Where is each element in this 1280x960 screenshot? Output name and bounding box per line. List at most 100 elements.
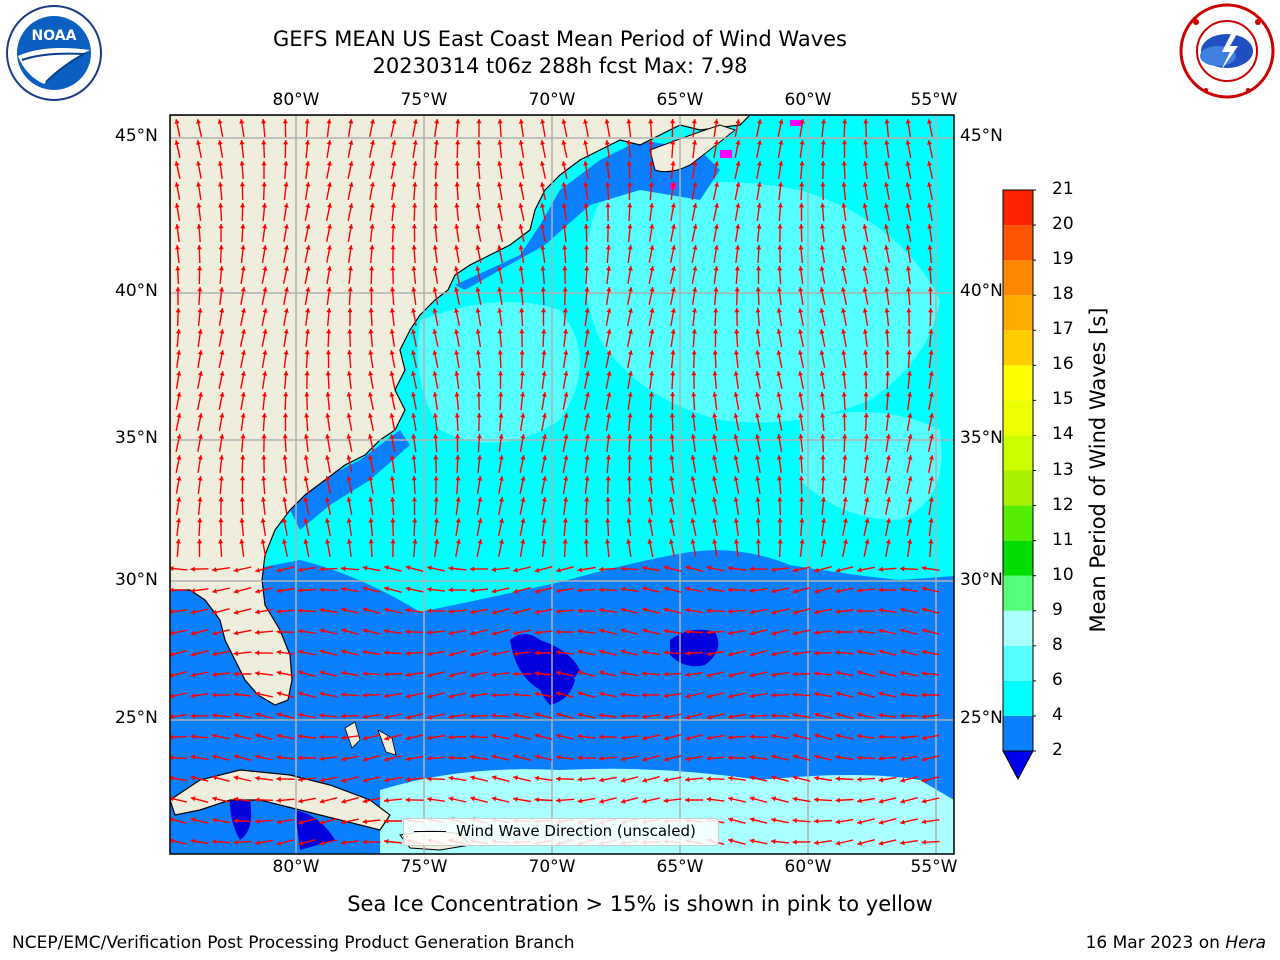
wave-direction-arrowhead [583, 161, 589, 166]
wave-direction-arrowhead [599, 628, 604, 634]
wave-direction-arrowhead [448, 672, 454, 678]
ocean-mid-period-patch [800, 412, 942, 520]
wave-direction-arrowhead [390, 287, 396, 292]
wave-direction-arrowhead [692, 287, 698, 292]
wave-direction-arrowhead [491, 651, 497, 657]
wave-direction-arrowhead [298, 670, 304, 676]
wave-direction-arrowhead [491, 796, 497, 802]
wave-direction-arrowhead [599, 670, 605, 676]
wave-direction-arrowhead [857, 587, 862, 593]
wave-direction-arrowhead [584, 329, 590, 334]
wave-direction-arrowhead [319, 587, 324, 593]
wave-direction-arrowhead [814, 775, 819, 781]
wave-direction-arrowhead [620, 756, 626, 762]
wave-direction-arrowhead [907, 539, 913, 544]
wave-direction-arrowhead [841, 266, 847, 271]
wave-direction-arrowhead [900, 628, 906, 634]
wave-direction-arrowhead [540, 182, 546, 187]
wave-direction-arrowhead [776, 350, 782, 355]
wave-direction-arrowhead [819, 392, 825, 397]
wave-direction-arrowhead [841, 182, 847, 187]
wave-direction-arrowhead [283, 350, 289, 355]
wave-direction-arrowhead [728, 817, 734, 823]
wave-direction-arrowhead [347, 329, 353, 334]
wave-direction-arrowhead [433, 203, 439, 208]
wave-direction-arrowhead [905, 119, 911, 124]
wave-direction-arrowhead [239, 161, 245, 166]
wave-direction-arrowhead [733, 350, 739, 355]
wave-direction-arrowhead [170, 651, 175, 657]
colorbar-tick-label: 18 [1052, 284, 1074, 305]
wave-direction-arrowhead [470, 588, 475, 594]
colorbar-tick-label: 14 [1052, 424, 1074, 445]
wave-direction-arrowhead [563, 350, 569, 355]
wave-direction-arrowhead [835, 712, 841, 718]
wave-direction-arrowhead [384, 756, 390, 762]
wave-direction-arrowhead [798, 224, 804, 229]
wave-direction-arrowhead [405, 756, 411, 762]
wave-direction-arrowhead [712, 434, 718, 439]
wave-direction-arrowhead [325, 350, 331, 355]
wave-direction-arrowhead [907, 392, 913, 397]
wave-direction-arrowhead [778, 140, 784, 145]
wave-direction-arrowhead [540, 266, 546, 271]
wave-direction-arrowhead [921, 671, 927, 677]
wave-direction-arrowhead [389, 371, 395, 376]
wave-direction-arrowhead [928, 329, 934, 334]
wave-direction-arrowhead [411, 308, 417, 313]
wave-direction-arrowhead [771, 754, 776, 760]
wave-direction-arrowhead [283, 182, 289, 187]
wave-direction-arrowhead [260, 497, 266, 502]
footer-date: 16 Mar 2023 on Hera [1085, 933, 1266, 953]
wave-direction-arrowhead [219, 455, 225, 460]
wave-direction-arrowhead [303, 455, 309, 460]
wave-direction-arrowhead [927, 224, 933, 229]
wave-direction-arrowhead [282, 476, 288, 481]
wave-direction-arrowhead [197, 434, 203, 439]
wave-direction-arrowhead [190, 651, 196, 657]
wave-direction-arrowhead [562, 287, 568, 292]
wave-direction-arrowhead [341, 840, 346, 846]
wave-direction-arrowhead [921, 565, 927, 571]
wave-direction-arrowhead [563, 455, 569, 460]
wave-direction-arrowhead [620, 692, 626, 698]
wave-direction-arrowhead [497, 119, 503, 124]
wave-direction-arrowhead [341, 756, 346, 762]
wave-direction-arrowhead [240, 413, 246, 418]
wave-direction-arrowhead [605, 455, 611, 460]
wave-direction-arrowhead [368, 413, 373, 418]
wave-direction-arrowhead [513, 630, 518, 636]
wave-direction-arrowhead [692, 140, 698, 145]
lat-label-right: 45°N [960, 126, 1003, 146]
wave-direction-arrowhead [777, 224, 783, 229]
wave-direction-arrowhead [884, 119, 890, 124]
wave-direction-arrowhead [685, 714, 691, 720]
wave-direction-arrowhead [389, 350, 395, 355]
wave-direction-arrowhead [368, 329, 374, 334]
wave-direction-arrowhead [884, 140, 890, 145]
wave-direction-arrowhead [518, 161, 524, 166]
wave-direction-arrowhead [905, 161, 911, 166]
wave-direction-arrowhead [776, 455, 782, 460]
wave-direction-arrowhead [642, 628, 647, 634]
wave-direction-arrowhead [863, 371, 869, 376]
wave-direction-arrowhead [518, 203, 524, 208]
wave-direction-arrowhead [427, 796, 432, 802]
wave-direction-arrowhead [519, 371, 525, 376]
wave-direction-arrowhead [362, 819, 368, 825]
wave-direction-arrowhead [648, 455, 654, 460]
wave-direction-arrowhead [792, 630, 798, 636]
map-legend: Wind Wave Direction (unscaled) [403, 818, 719, 846]
wave-direction-arrowhead [885, 392, 891, 397]
wave-direction-arrowhead [540, 308, 547, 313]
wave-direction-arrowhead [599, 734, 604, 740]
wave-direction-arrowhead [170, 587, 174, 593]
colorbar-band [1003, 260, 1033, 296]
wave-direction-arrowhead [513, 567, 518, 573]
wave-direction-arrowhead [556, 567, 561, 573]
wave-direction-arrowhead [255, 691, 260, 697]
wave-direction-arrowhead [303, 497, 309, 502]
wave-direction-arrowhead [513, 754, 519, 760]
wave-direction-arrowhead [411, 476, 417, 481]
wave-direction-arrowhead [427, 651, 432, 657]
